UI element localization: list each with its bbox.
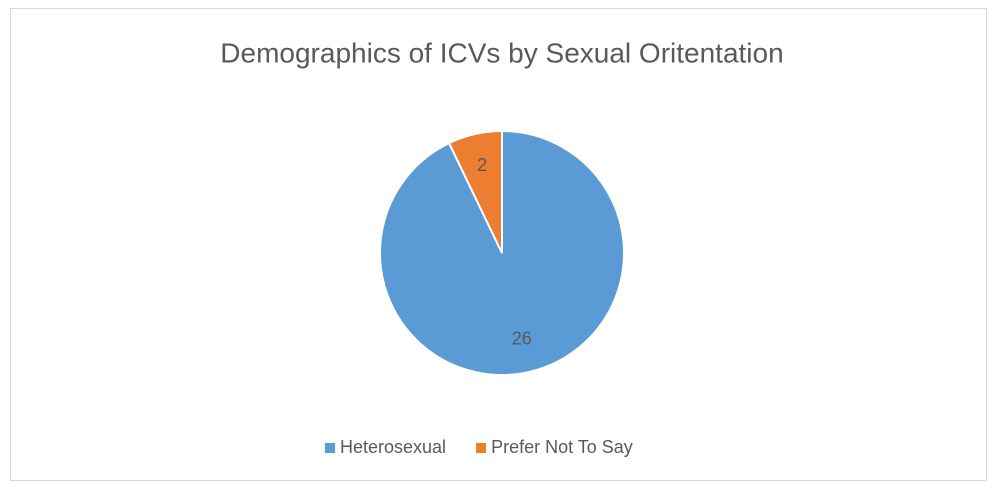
legend-swatch: [476, 443, 487, 453]
legend-label: Prefer Not To Say: [491, 437, 633, 457]
legend-swatch: [325, 443, 335, 453]
data-label: 2: [477, 155, 487, 175]
chart-title: Demographics of ICVs by Sexual Oritentat…: [220, 37, 783, 68]
pie-slice: [447, 129, 503, 254]
data-label: 26: [512, 329, 532, 349]
legend-label: Heterosexual: [340, 437, 446, 457]
